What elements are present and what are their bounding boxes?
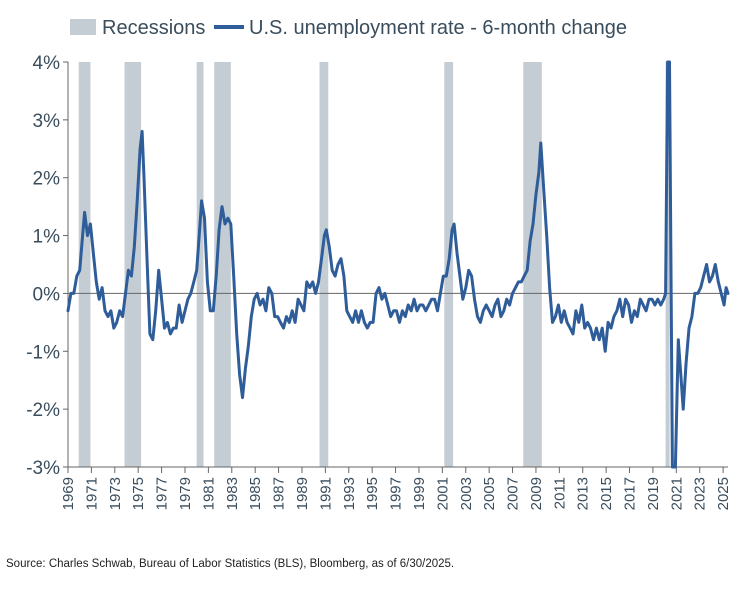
x-tick-label: 2017 [622, 477, 639, 510]
recession-band-2007-12 [523, 62, 542, 467]
x-tick-label: 2011 [551, 477, 568, 509]
x-tick-label: 1971 [83, 477, 100, 510]
y-tick-label: -2% [26, 400, 60, 421]
x-tick-label: 1999 [411, 477, 428, 510]
x-tick-label: 1987 [271, 477, 288, 510]
y-tick-label: -3% [26, 458, 60, 479]
x-tick-label: 1973 [107, 477, 124, 510]
x-tick-label: 1989 [294, 477, 311, 510]
unemployment-change-chart: Recessions U.S. unemployment rate - 6-mo… [26, 17, 732, 510]
chart-legend: Recessions U.S. unemployment rate - 6-mo… [70, 17, 627, 39]
x-tick-label: 2021 [668, 477, 685, 510]
x-tick-label: 2015 [598, 477, 615, 510]
x-axis: 1969 1971 1973 1975 1977 1979 1981 1983 1985 1987… [60, 466, 732, 510]
x-tick-label: 2019 [645, 477, 662, 510]
y-tick-label: 0% [33, 284, 61, 305]
x-tick-label: 2009 [528, 477, 545, 510]
x-tick-label: 2023 [692, 477, 709, 510]
y-tick-label: 3% [33, 111, 61, 132]
y-tick-label: 2% [33, 169, 61, 190]
series-line-unemployment-change [66, 60, 730, 469]
y-axis: 4% 3% 2% 1% 0% -1% -2% -3% [26, 53, 69, 479]
series-layer [66, 60, 730, 469]
x-tick-label: 1975 [130, 477, 147, 510]
recession-band-1969-12 [78, 62, 91, 467]
legend-label-unemployment: U.S. unemployment rate - 6-month change [249, 17, 627, 39]
x-tick-label: 1983 [224, 477, 241, 510]
recession-band-1981-07 [214, 62, 231, 467]
source-note: Source: Charles Schwab, Bureau of Labor … [6, 558, 455, 570]
legend-label-recessions: Recessions [102, 17, 205, 39]
recession-bands [78, 62, 670, 467]
y-tick-label: 4% [33, 53, 61, 74]
x-tick-label: 2003 [458, 477, 475, 510]
recession-band-2020-02 [665, 62, 670, 467]
x-tick-label: 1993 [341, 477, 358, 510]
x-tick-label: 1991 [317, 477, 334, 510]
x-tick-label: 1981 [200, 477, 217, 510]
x-tick-label: 1985 [247, 477, 264, 510]
x-tick-label: 1969 [60, 477, 77, 510]
x-tick-label: 1979 [177, 477, 194, 510]
recession-band-1990-07 [319, 62, 329, 467]
y-tick-label: 1% [33, 227, 61, 248]
x-tick-label: 1997 [388, 477, 405, 510]
x-tick-label: 2025 [715, 477, 732, 510]
legend-swatch-recessions [70, 19, 96, 35]
recession-band-1980-01 [196, 62, 204, 467]
x-tick-label: 2001 [434, 477, 451, 510]
y-tick-label: -1% [26, 342, 60, 363]
x-tick-label: 1995 [364, 477, 381, 510]
x-tick-label: 2013 [575, 477, 592, 510]
x-tick-label: 1977 [154, 477, 171, 510]
x-tick-label: 2007 [505, 477, 522, 510]
x-tick-label: 2005 [481, 477, 498, 510]
